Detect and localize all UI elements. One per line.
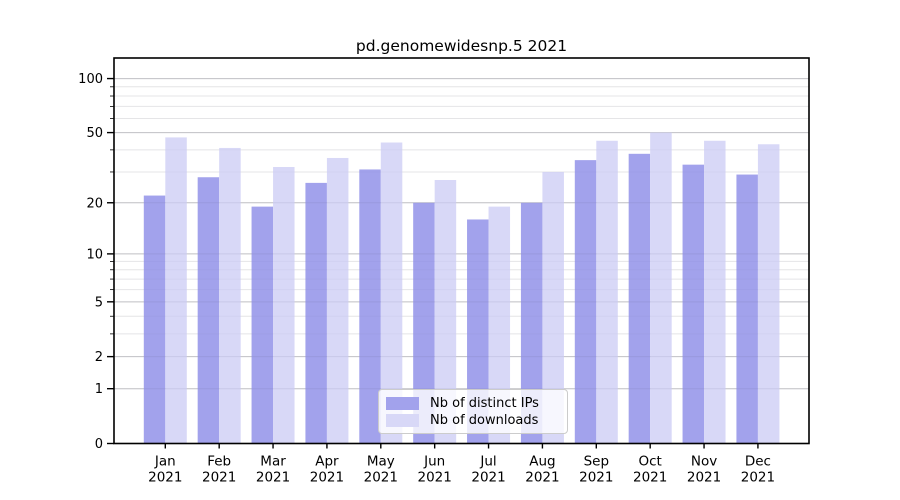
bar-nb-of-downloads-oct (650, 132, 672, 444)
x-tick-label-year: 2021 (310, 470, 344, 486)
bar-nb-of-distinct-ips-dec (736, 174, 758, 444)
x-tick-label-year: 2021 (256, 470, 290, 486)
bar-nb-of-distinct-ips-oct (628, 153, 651, 444)
bar-nb-of-distinct-ips-jan (143, 195, 166, 444)
x-tick-label-month: Apr (315, 454, 339, 470)
bar-nb-of-downloads-apr (326, 157, 349, 444)
x-tick-label-year: 2021 (741, 470, 775, 486)
x-tick-label-month: Jan (154, 454, 176, 470)
x-tick-label-month: May (367, 454, 395, 470)
bar-nb-of-distinct-ips-jul (467, 219, 489, 444)
y-tick-label: 2 (95, 350, 103, 365)
bar-nb-of-downloads-may (380, 142, 403, 444)
bar-nb-of-distinct-ips-mar (251, 206, 274, 444)
x-tick-label-year: 2021 (202, 470, 236, 486)
legend-label-distinct-ips: Nb of distinct IPs (430, 396, 539, 411)
legend-entry-downloads: Nb of downloads (386, 413, 559, 428)
x-tick-label-month: Jun (423, 454, 445, 470)
y-tick-label: 1 (95, 382, 103, 397)
x-tick-label-year: 2021 (687, 470, 721, 486)
bar-nb-of-distinct-ips-nov (682, 164, 705, 444)
x-tick-label-month: Sep (584, 454, 609, 470)
bar-nb-of-downloads-feb (219, 147, 241, 444)
y-tick-label: 0 (95, 437, 103, 452)
y-axis: 0 1 2 5 10 20 50 100 (78, 72, 114, 452)
x-tick-label-year: 2021 (525, 470, 559, 486)
bar-nb-of-downloads-mar (273, 167, 295, 444)
legend-swatch-downloads-icon (386, 414, 419, 427)
y-tick-label: 100 (78, 72, 103, 87)
bar-nb-of-downloads-dec (757, 144, 780, 444)
x-tick-label-year: 2021 (417, 470, 451, 486)
legend-swatch-distinct-ips-icon (386, 397, 419, 410)
x-tick-label-year: 2021 (471, 470, 505, 486)
x-tick-label-month: Jul (479, 454, 496, 470)
bar-nb-of-distinct-ips-sep (574, 160, 597, 444)
x-tick-label-month: Feb (207, 454, 231, 470)
bar-nb-of-distinct-ips-apr (305, 182, 327, 444)
legend: Nb of distinct IPs Nb of downloads (378, 389, 568, 434)
bar-nb-of-downloads-jul (488, 206, 511, 444)
x-tick-label-month: Aug (529, 454, 555, 470)
x-tick-label-month: Oct (639, 454, 662, 470)
y-tick-label: 10 (86, 247, 103, 262)
x-tick-label-year: 2021 (148, 470, 182, 486)
bar-nb-of-distinct-ips-jun (413, 202, 435, 444)
bar-nb-of-downloads-jun (434, 180, 457, 444)
chart-title: pd.genomewidesnp.5 2021 (355, 37, 568, 55)
x-axis: Jan2021Feb2021Mar2021Apr2021May2021Jun20… (148, 443, 775, 486)
x-tick-label-year: 2021 (633, 470, 667, 486)
axes-frame (113, 57, 810, 445)
x-tick-label-month: Nov (691, 454, 717, 470)
bar-nb-of-downloads-aug (542, 171, 564, 444)
x-tick-label-month: Mar (260, 454, 286, 470)
bar-nb-of-distinct-ips-feb (197, 177, 220, 444)
y-tick-label: 5 (95, 295, 103, 310)
x-tick-label-year: 2021 (579, 470, 613, 486)
x-tick-label-month: Dec (745, 454, 771, 470)
legend-entry-distinct-ips: Nb of distinct IPs (386, 396, 559, 411)
bar-nb-of-downloads-sep (596, 140, 618, 444)
bar-nb-of-distinct-ips-may (359, 169, 381, 444)
gridline-overlay (114, 78, 809, 390)
x-tick-label-year: 2021 (364, 470, 398, 486)
y-tick-label: 50 (86, 126, 103, 141)
bar-nb-of-downloads-nov (704, 140, 726, 444)
legend-label-downloads: Nb of downloads (430, 413, 539, 428)
bar-nb-of-distinct-ips-aug (520, 202, 543, 444)
bar-nb-of-downloads-jan (165, 137, 187, 444)
y-tick-label: 20 (86, 196, 103, 211)
bars-group (143, 132, 780, 444)
